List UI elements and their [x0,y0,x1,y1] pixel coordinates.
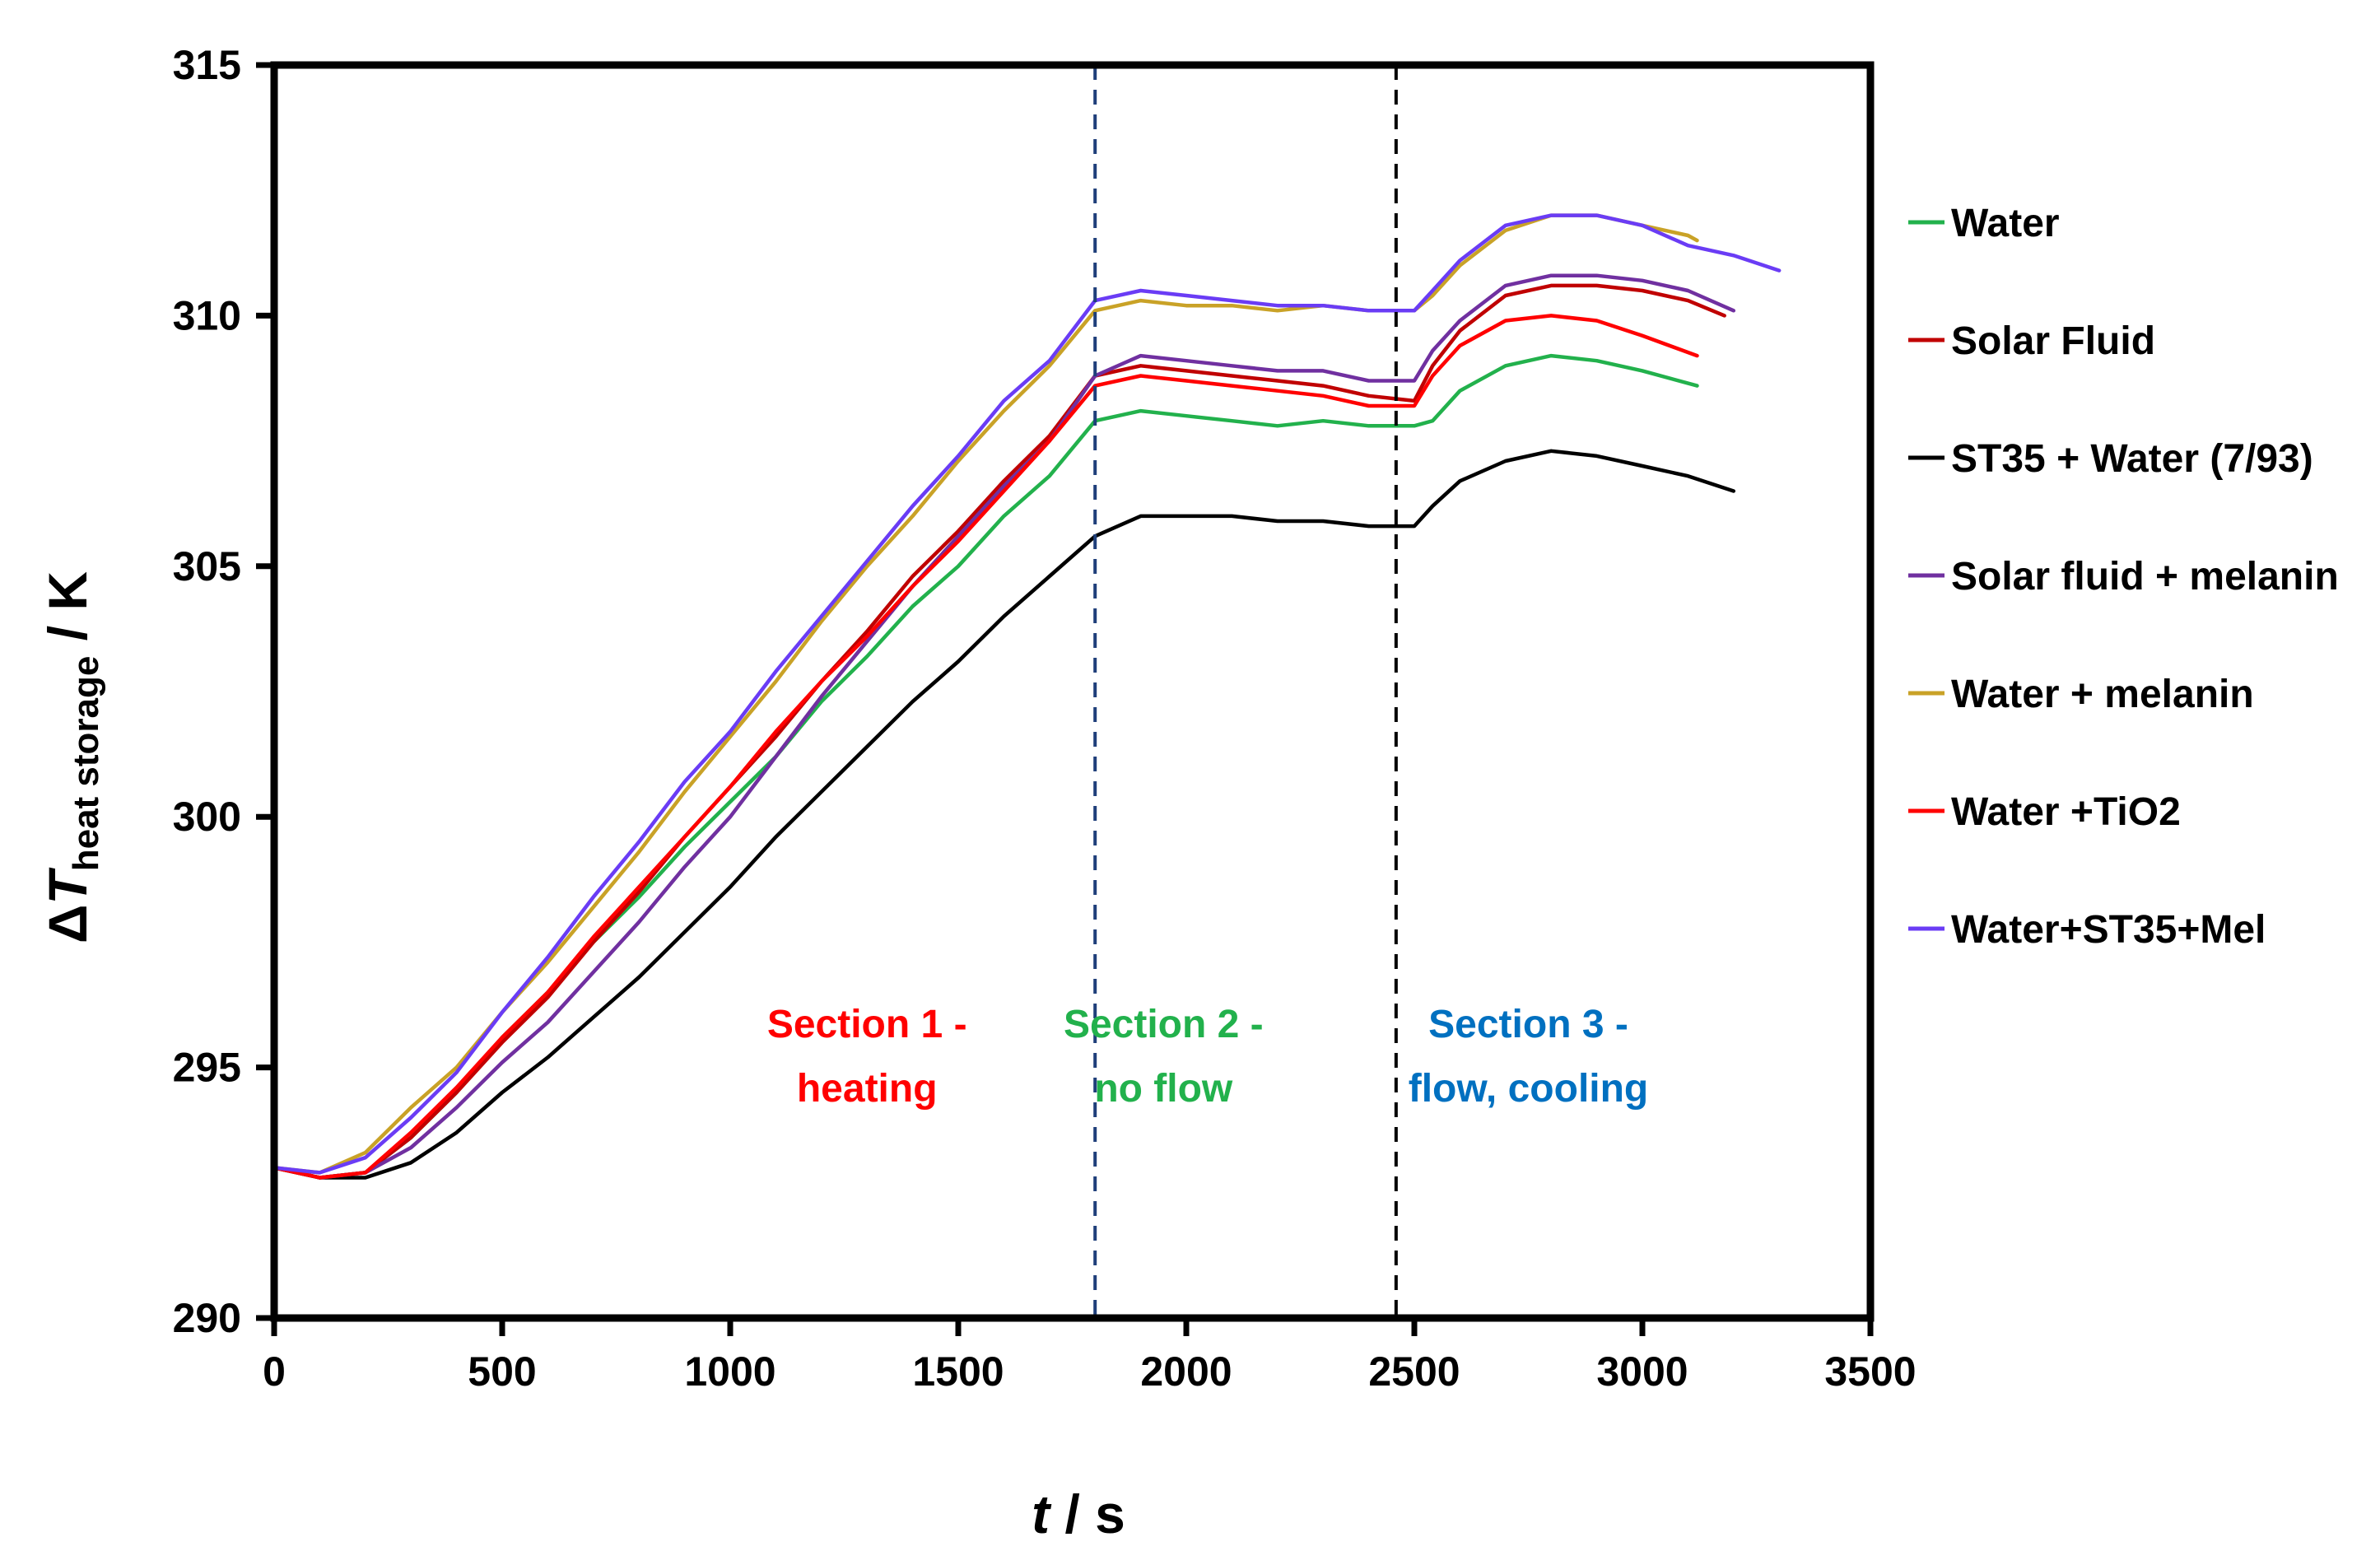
y-tick-label: 300 [173,794,241,840]
x-tick-label: 2500 [1368,1348,1460,1395]
x-axis-title: t / s [1032,1483,1125,1544]
y-tick-label: 295 [173,1045,241,1091]
x-axis-title-unit: / s [1050,1483,1125,1544]
series-line [272,449,1736,1180]
legend-label: ST35 + Water (7/93) [1951,437,2313,481]
legend-label: Water [1951,202,2060,245]
section-annotation-line: Section 3 - [1428,1003,1628,1046]
y-axis-title-symbol: T [37,868,98,905]
section-annotation-line: Section 2 - [1064,1003,1264,1046]
legend-item[interactable]: Solar Fluid [1908,319,2155,363]
series-line [272,314,1699,1180]
legend-label: Solar Fluid [1951,319,2155,363]
x-tick-label: 3500 [1824,1348,1916,1395]
y-axis-title: ΔTheat storage / K [37,571,106,943]
legend[interactable]: Water Solar Fluid ST35 + Water (7/93) Solar… [1908,202,2339,952]
x-tick-label: 1500 [912,1348,1004,1395]
section-annotation-line: Section 1 - [767,1003,967,1046]
y-tick-label: 310 [173,292,241,338]
legend-item[interactable]: Water +TiO2 [1908,790,2181,834]
section-annotation-line: no flow [1094,1067,1233,1111]
x-tick-label: 0 [263,1348,286,1395]
legend-item[interactable]: ST35 + Water (7/93) [1908,437,2313,481]
x-tick-label: 3000 [1596,1348,1688,1395]
legend-label: Water +TiO2 [1951,790,2181,834]
plot-series-layer [272,213,1782,1180]
x-tick-label: 1000 [684,1348,775,1395]
y-axis-title-unit: / K [37,571,98,656]
y-axis-ticks: 290 295 300 305 310 315 [173,42,274,1341]
plot-area-frame [270,61,1875,1322]
section-divider-lines [1093,65,1398,1318]
y-axis-title-subscript: heat storage [66,656,106,872]
section-annotation-line: flow, cooling [1409,1067,1649,1111]
legend-label: Solar fluid + melanin [1951,555,2339,599]
legend-label: Water+ST35+Mel [1951,908,2266,952]
legend-item[interactable]: Water [1908,202,2060,245]
legend-item[interactable]: Water+ST35+Mel [1908,908,2266,952]
x-tick-label: 500 [468,1348,536,1395]
x-axis-title-symbol: t [1032,1483,1052,1544]
y-tick-label: 305 [173,543,241,589]
series-line [272,213,1782,1175]
y-tick-label: 315 [173,42,241,88]
section-annotations: Section 1 - heating Section 2 - no flow Sect… [767,1003,1648,1111]
y-axis-title-delta: Δ [37,905,98,943]
legend-label: Water + melanin [1951,673,2254,716]
section-annotation-line: heating [797,1067,938,1111]
series-line [272,283,1726,1180]
y-tick-label: 290 [173,1295,241,1341]
legend-item[interactable]: Solar fluid + melanin [1908,555,2339,599]
x-axis-ticks: 0 500 1000 1500 2000 2500 3000 3500 [263,1318,1917,1395]
x-tick-label: 2000 [1140,1348,1232,1395]
legend-item[interactable]: Water + melanin [1908,673,2254,716]
